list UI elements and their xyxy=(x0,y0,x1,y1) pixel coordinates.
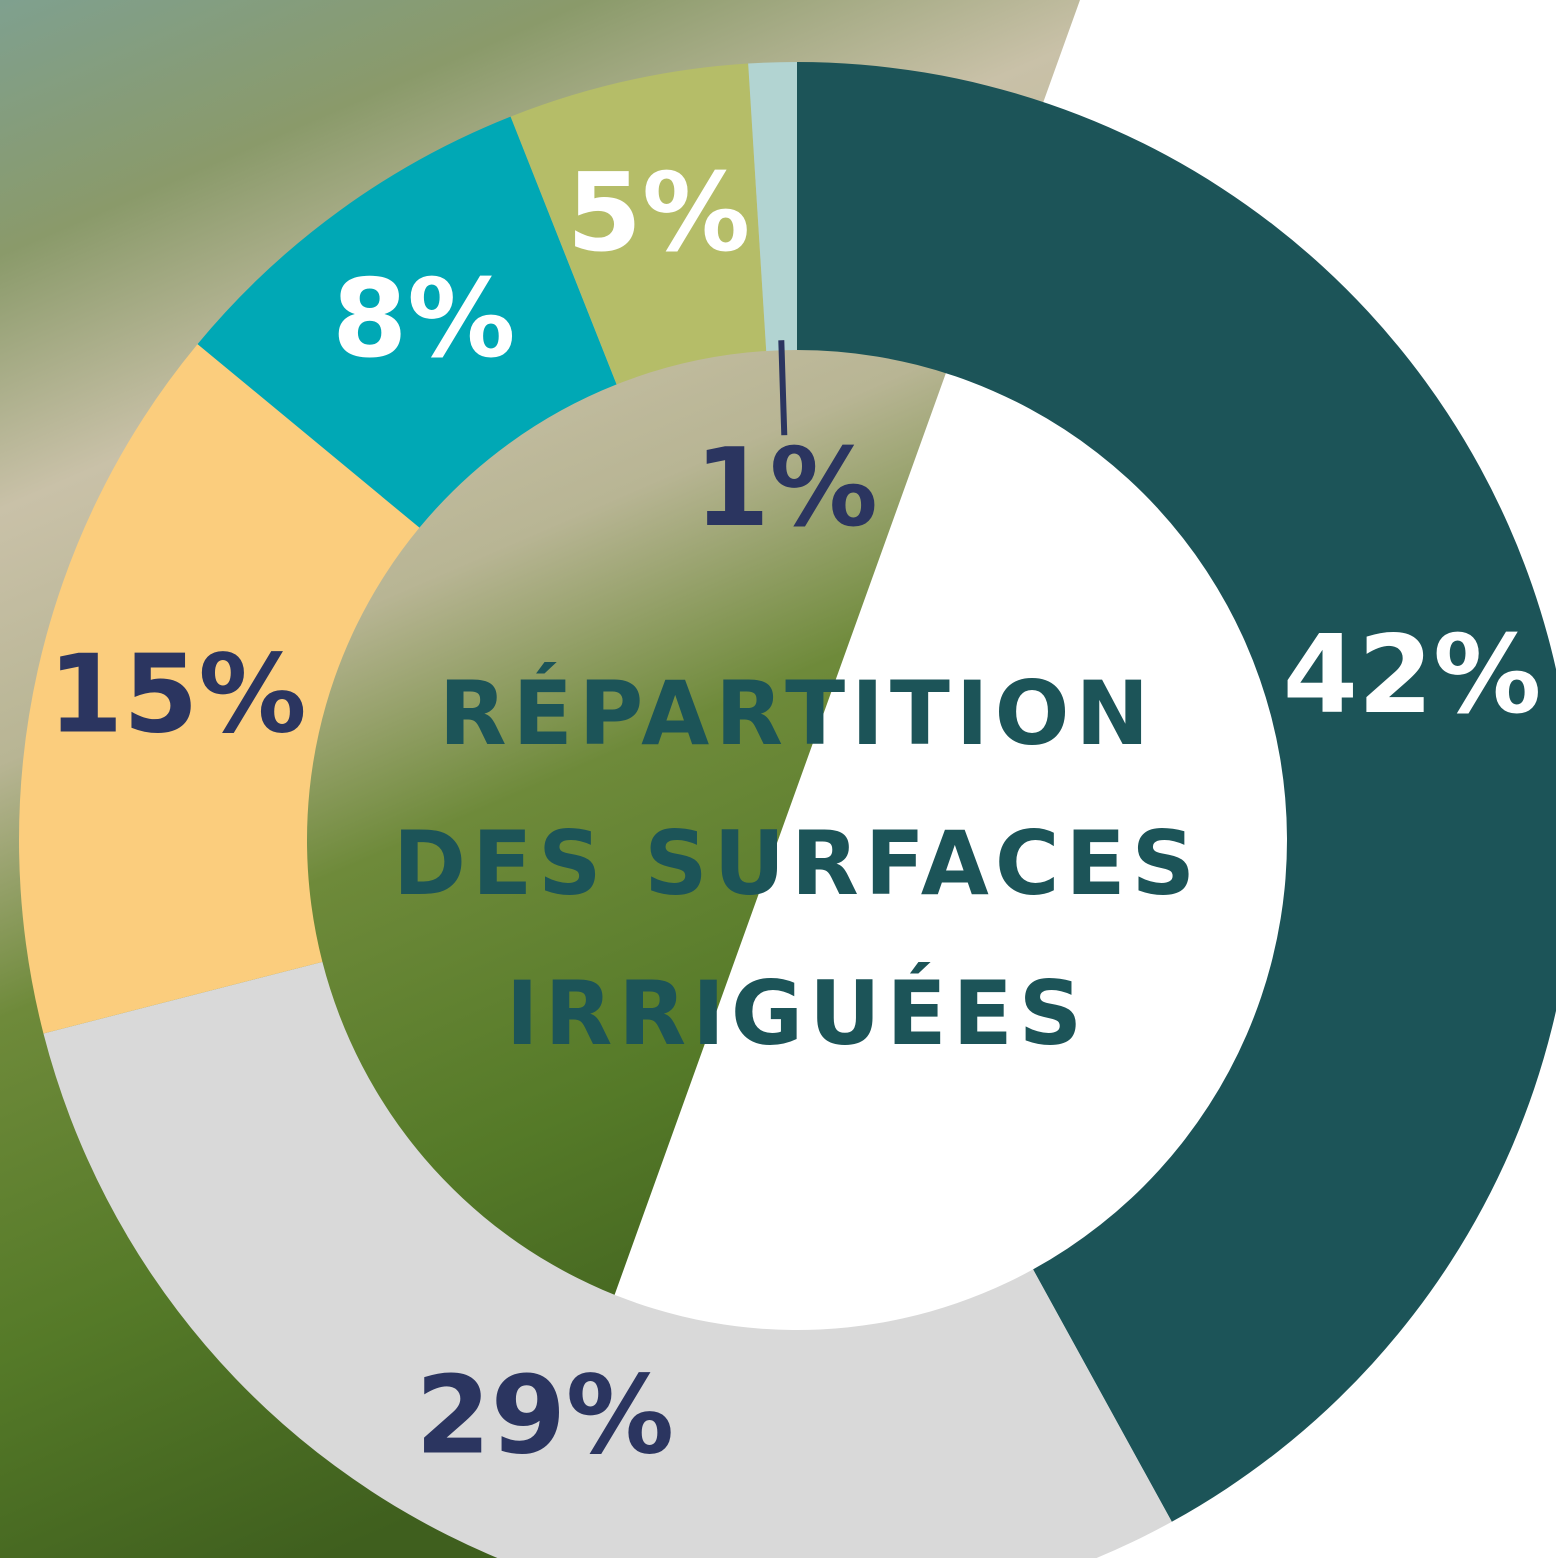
chart: 42% 29% 15% 8% 5% 1% RÉPARTITION DES SURFACES I… xyxy=(0,0,1556,1558)
value-label: 29% xyxy=(416,1354,675,1479)
donut-slice xyxy=(797,62,1556,1522)
chart-title: IRRIGUÉES xyxy=(506,962,1088,1065)
value-label: 42% xyxy=(1283,613,1542,738)
value-label: 5% xyxy=(567,151,750,276)
value-label: 1% xyxy=(694,426,877,551)
leader-line xyxy=(781,340,784,435)
value-label: 8% xyxy=(332,257,515,382)
chart-title: RÉPARTITION xyxy=(439,662,1155,765)
value-label: 15% xyxy=(48,632,307,757)
chart-title: DES SURFACES xyxy=(393,812,1201,915)
